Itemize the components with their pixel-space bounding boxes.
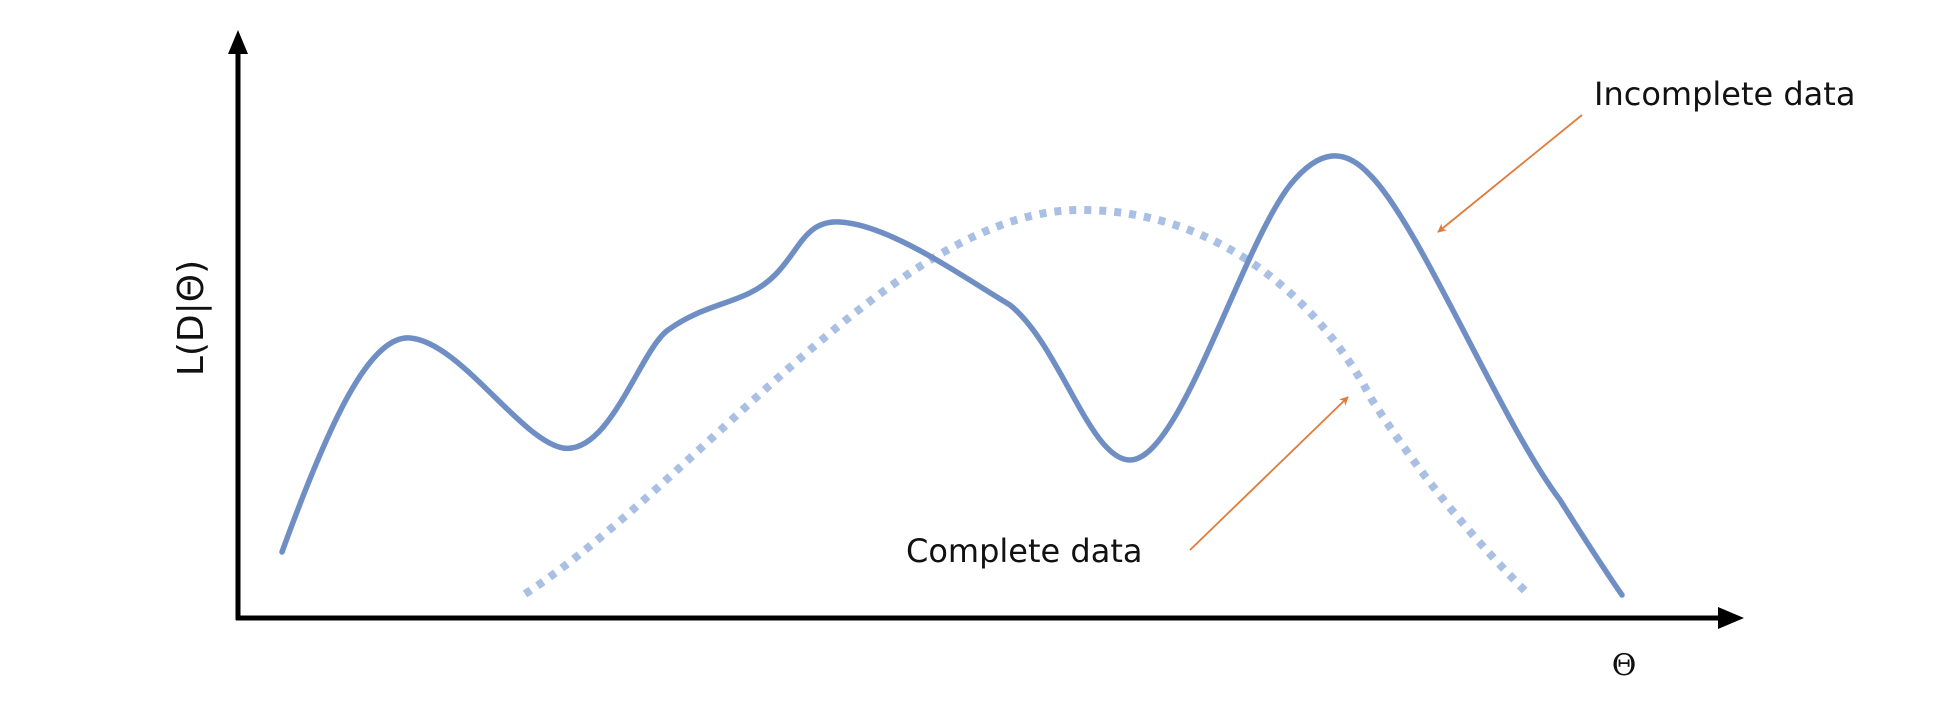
complete-data-curve bbox=[522, 205, 1531, 598]
complete-data-pointer bbox=[1189, 396, 1349, 551]
x-axis-arrowhead bbox=[1718, 607, 1744, 629]
complete-data-label: Complete data bbox=[906, 532, 1142, 570]
incomplete-data-curve bbox=[279, 153, 1625, 598]
y-axis-label: L(D|Θ) bbox=[171, 260, 212, 376]
y-axis-arrowhead bbox=[228, 30, 248, 54]
incomplete-data-label: Incomplete data bbox=[1594, 75, 1855, 113]
x-axis-label: Θ bbox=[1612, 648, 1637, 683]
axes bbox=[228, 30, 1744, 629]
incomplete-data-pointer bbox=[1437, 114, 1583, 233]
